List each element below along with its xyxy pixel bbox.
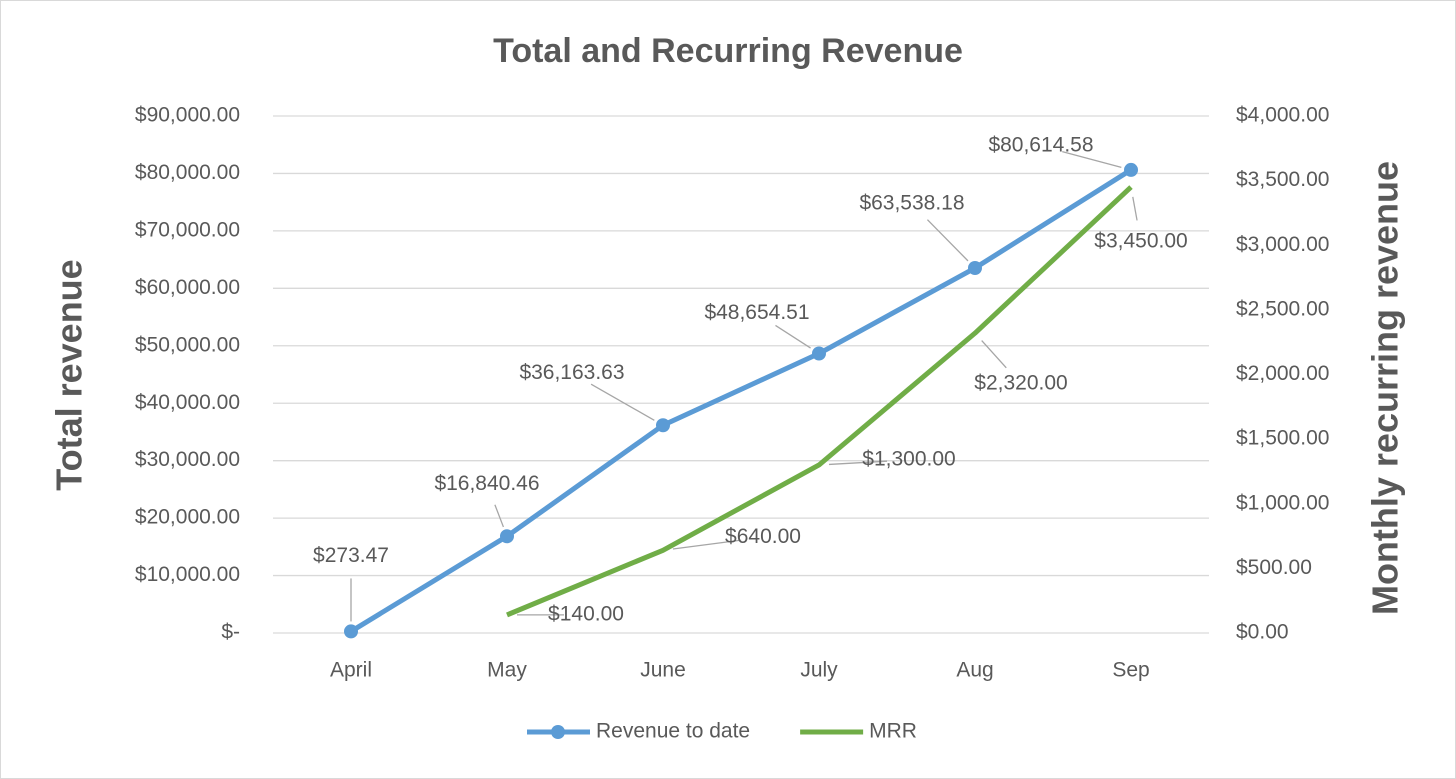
y-tick-label: $10,000.00 <box>135 563 240 586</box>
y2-tick-label: $1,500.00 <box>1236 427 1329 450</box>
x-tick-label: April <box>330 659 372 682</box>
y-tick-label: $90,000.00 <box>135 104 240 127</box>
leader-line <box>590 383 655 421</box>
point-marker <box>344 624 358 639</box>
data-label: $36,163.63 <box>519 361 624 384</box>
data-label: $63,538.18 <box>859 192 964 215</box>
point-marker <box>1124 162 1138 177</box>
series-line <box>506 185 1133 618</box>
data-label: $16,840.46 <box>434 472 539 495</box>
x-tick-label: Aug <box>956 659 993 682</box>
data-label: $640.00 <box>725 525 801 548</box>
y2-tick-label: $2,000.00 <box>1236 362 1329 385</box>
y-tick-label: $70,000.00 <box>135 218 240 241</box>
data-label: $273.47 <box>313 544 389 567</box>
series-line <box>349 167 1133 634</box>
y-tick-label: $80,000.00 <box>135 161 240 184</box>
data-label: $1,300.00 <box>862 448 955 471</box>
data-label: $3,450.00 <box>1094 230 1187 253</box>
y-tick-label: $30,000.00 <box>135 448 240 471</box>
data-label: $80,614.58 <box>988 133 1093 156</box>
y2-tick-label: $3,000.00 <box>1236 233 1329 256</box>
y2-tick-label: $1,000.00 <box>1236 491 1329 514</box>
point-marker <box>656 418 670 433</box>
point-marker <box>968 261 982 276</box>
y-tick-label: $40,000.00 <box>135 391 240 414</box>
y-tick-label: $50,000.00 <box>135 333 240 356</box>
leader-line <box>672 539 742 550</box>
y2-axis-title: Monthly recurring revenue <box>1365 161 1406 615</box>
y2-tick-label: $500.00 <box>1236 556 1312 579</box>
y2-tick-label: $0.00 <box>1236 621 1289 644</box>
x-tick-label: Sep <box>1112 659 1149 682</box>
data-label: $140.00 <box>548 602 624 625</box>
x-tick-label: June <box>640 659 686 682</box>
x-tick-label: July <box>800 659 838 682</box>
y2-tick-label: $2,500.00 <box>1236 297 1329 320</box>
data-label: $48,654.51 <box>704 301 809 324</box>
y2-tick-label: $3,500.00 <box>1236 168 1329 191</box>
chart-title: Total and Recurring Revenue <box>493 32 963 70</box>
data-label: $2,320.00 <box>974 372 1067 395</box>
legend-label: MRR <box>869 720 917 743</box>
leader-line <box>981 340 1007 369</box>
leader-line <box>926 219 969 262</box>
leader-line <box>1062 150 1122 168</box>
y2-tick-label: $4,000.00 <box>1236 104 1329 127</box>
leader-line <box>775 324 811 349</box>
leader-line <box>494 504 505 528</box>
x-tick-label: May <box>487 659 527 682</box>
y-tick-label: $60,000.00 <box>135 276 240 299</box>
legend-marker <box>551 725 565 739</box>
leader-line <box>1132 196 1138 221</box>
leader-line <box>828 460 888 466</box>
legend-label: Revenue to date <box>596 720 750 743</box>
point-marker <box>812 346 826 361</box>
y-axis-title: Total revenue <box>49 259 90 490</box>
y-tick-label: $20,000.00 <box>135 506 240 529</box>
point-marker <box>500 529 514 544</box>
y-tick-label: $- <box>221 621 240 644</box>
